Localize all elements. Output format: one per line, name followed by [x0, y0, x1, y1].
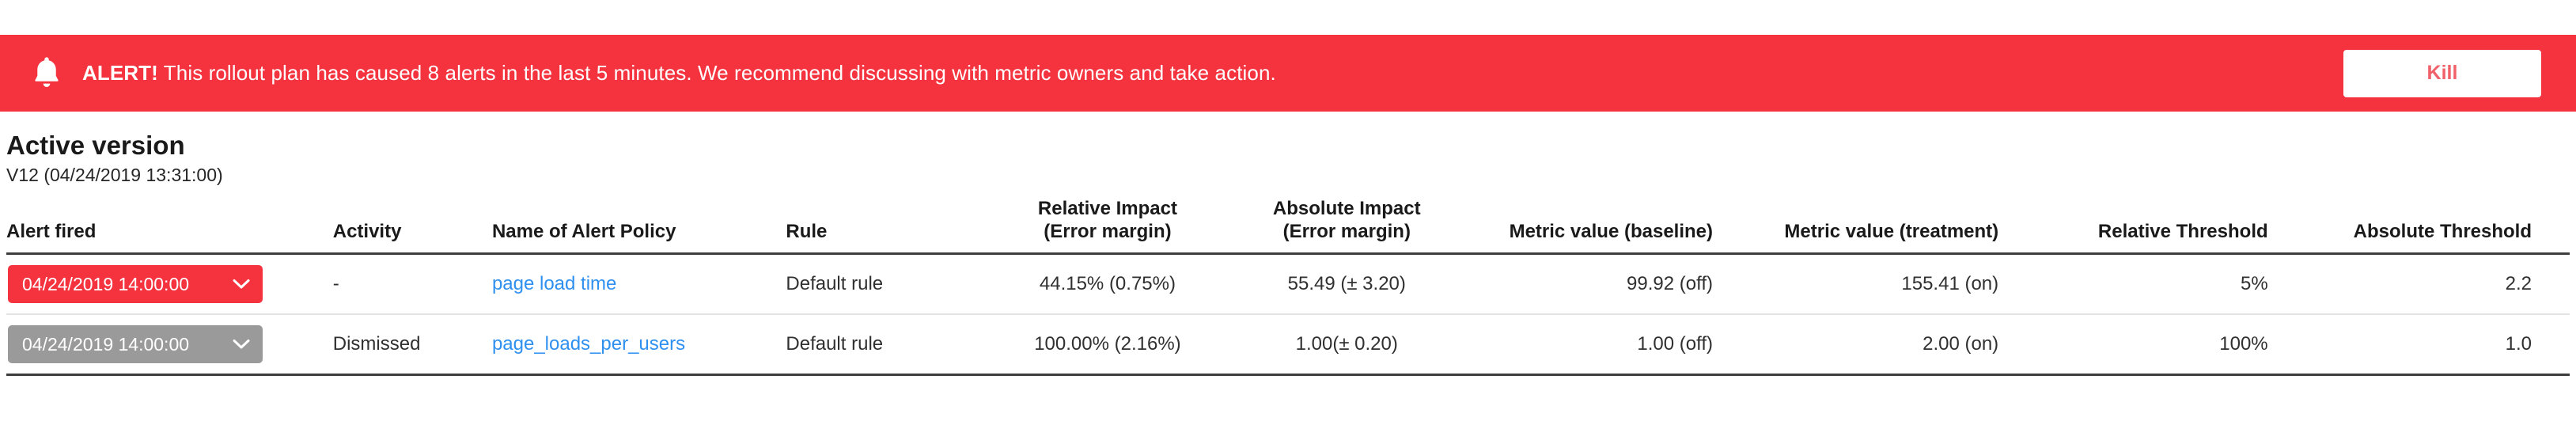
th-relative-threshold: Relative Threshold [2097, 220, 2268, 242]
cell-absolute-impact: 55.49 (± 3.20) [1228, 253, 1465, 316]
cell-metric-treatment: 155.41 (on) [1751, 253, 2037, 316]
cell-alert-fired: 04/24/2019 14:00:00 [6, 314, 333, 377]
th-activity: Activity [332, 220, 402, 242]
th-relative-impact-line2: (Error margin) [1044, 220, 1172, 242]
cell-relative-impact: 44.15% (0.75%) [987, 253, 1229, 316]
th-policy: Name of Alert Policy [491, 220, 676, 242]
cell-relative-threshold: 100% [2036, 314, 2306, 377]
cell-alert-fired: 04/24/2019 14:00:00 [6, 253, 333, 316]
th-metric-baseline: Metric value (baseline) [1509, 220, 1714, 242]
alert-fired-badge[interactable]: 04/24/2019 14:00:00 [8, 325, 263, 364]
th-absolute-impact-line2: (Error margin) [1282, 220, 1411, 242]
th-absolute-threshold: Absolute Threshold [2353, 220, 2532, 242]
cell-activity: Dismissed [332, 314, 492, 377]
cell-rule: Default rule [786, 314, 987, 377]
th-absolute-impact: Absolute Impact (Error margin) [1229, 197, 1465, 254]
th-absolute-impact-line1: Absolute Impact [1272, 197, 1421, 219]
bell-icon [28, 55, 65, 92]
version-subtitle: V12 (04/24/2019 13:31:00) [6, 164, 223, 185]
alert-message: ALERT! This rollout plan has caused 8 al… [82, 61, 2343, 85]
cell-metric-baseline: 99.92 (off) [1464, 253, 1752, 316]
alert-message-strong: ALERT! [82, 60, 158, 85]
cell-metric-treatment: 2.00 (on) [1751, 314, 2037, 377]
cell-rule: Default rule [786, 253, 987, 316]
th-rule: Rule [786, 220, 828, 242]
th-relative-impact-line1: Relative Impact [1037, 197, 1177, 219]
table-header-row: Alert fired Activity Name of Alert Polic… [6, 197, 2570, 254]
alert-fired-badge-label: 04/24/2019 14:00:00 [22, 333, 190, 355]
cell-absolute-threshold: 1.0 [2305, 314, 2570, 377]
cell-absolute-threshold: 2.2 [2305, 253, 2570, 316]
cell-policy: page load time [491, 253, 786, 316]
policy-link[interactable]: page_loads_per_users [491, 333, 686, 355]
table-body: 04/24/2019 14:00:00 - page load time De [6, 253, 2570, 377]
th-metric-treatment: Metric value (treatment) [1784, 220, 1999, 242]
alerts-table: Alert fired Activity Name of Alert Polic… [6, 197, 2570, 377]
cell-activity: - [332, 253, 492, 316]
policy-link[interactable]: page load time [491, 273, 617, 295]
alert-fired-badge-label: 04/24/2019 14:00:00 [22, 273, 190, 294]
alert-banner: ALERT! This rollout plan has caused 8 al… [0, 35, 2576, 112]
cell-metric-baseline: 1.00 (off) [1464, 314, 1752, 377]
cell-absolute-impact: 1.00(± 0.20) [1228, 314, 1465, 377]
active-version-block: Active version V12 (04/24/2019 13:31:00) [0, 112, 2576, 188]
table-row: 04/24/2019 14:00:00 - page load time De [6, 253, 2570, 316]
cell-relative-threshold: 5% [2036, 253, 2306, 316]
table-header: Alert fired Activity Name of Alert Polic… [6, 197, 2570, 254]
alert-fired-badge[interactable]: 04/24/2019 14:00:00 [8, 265, 263, 304]
cell-relative-impact: 100.00% (2.16%) [987, 314, 1229, 377]
th-alert-fired: Alert fired [6, 220, 97, 242]
page-title: Active version [6, 131, 185, 160]
chevron-down-icon [233, 336, 250, 353]
th-relative-impact: Relative Impact (Error margin) [987, 197, 1228, 254]
main-content: Active version V12 (04/24/2019 13:31:00)… [0, 112, 2576, 377]
cell-policy: page_loads_per_users [491, 314, 786, 377]
alert-message-body: This rollout plan has caused 8 alerts in… [157, 60, 1276, 85]
kill-button[interactable]: Kill [2343, 49, 2541, 97]
chevron-down-icon [233, 275, 250, 293]
table-row: 04/24/2019 14:00:00 Dismissed page_loads… [6, 314, 2570, 377]
